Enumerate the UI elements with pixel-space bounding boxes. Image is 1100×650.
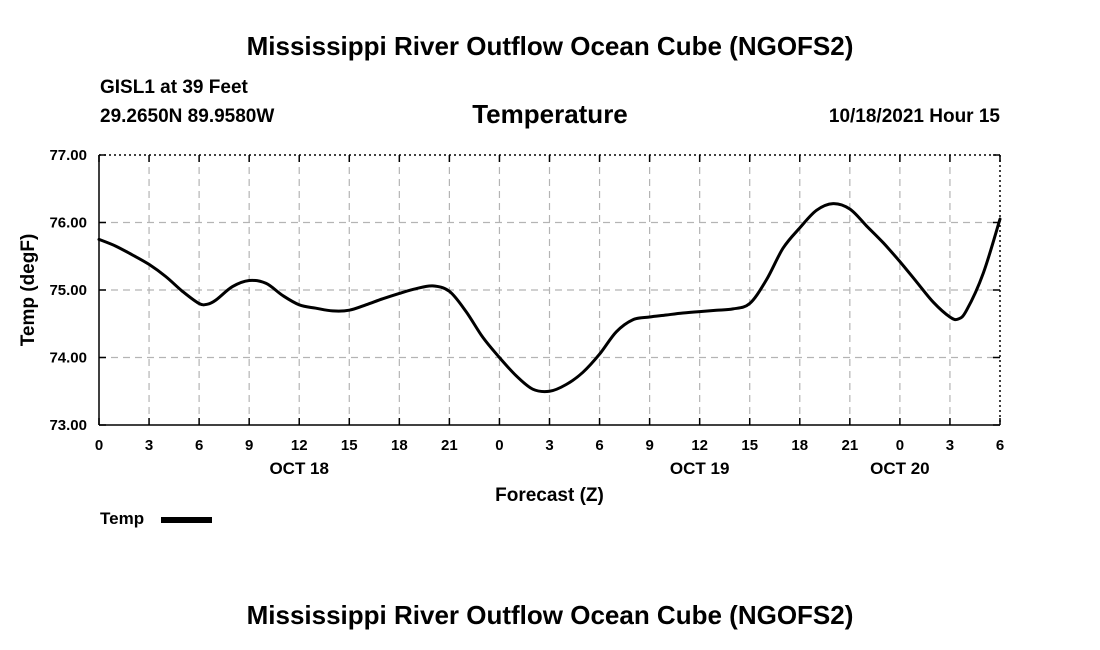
footer-title: Mississippi River Outflow Ocean Cube (NG…: [246, 600, 854, 630]
x-date-label: OCT 19: [670, 459, 730, 478]
temperature-series-line: [97, 202, 1002, 394]
y-tick-label: 74.00: [49, 350, 87, 367]
x-tick-label: 18: [391, 437, 408, 454]
chart-title: Temperature: [472, 99, 628, 129]
x-tick-label: 0: [495, 437, 503, 454]
x-tick-label: 21: [441, 437, 458, 454]
x-tick-label: 15: [741, 437, 758, 454]
x-tick-label: 0: [95, 437, 103, 454]
x-tick-label: 21: [841, 437, 858, 454]
x-tick-label: 6: [595, 437, 603, 454]
x-tick-label: 3: [545, 437, 553, 454]
station-label: GISL1 at 39 Feet: [100, 77, 248, 98]
x-date-label: OCT 20: [870, 459, 930, 478]
y-axis-title: Temp (degF): [18, 234, 39, 347]
page-title: Mississippi River Outflow Ocean Cube (NG…: [246, 31, 854, 61]
x-tick-label: 0: [896, 437, 904, 454]
x-tick-label: 12: [291, 437, 308, 454]
x-tick-label: 12: [691, 437, 708, 454]
x-date-label: OCT 18: [269, 459, 329, 478]
x-tick-label: 3: [946, 437, 954, 454]
x-tick-label: 3: [145, 437, 153, 454]
x-axis-title: Forecast (Z): [495, 485, 604, 506]
y-tick-label: 75.00: [49, 282, 87, 299]
x-tick-label: 15: [341, 437, 358, 454]
legend-line-swatch: [161, 517, 212, 523]
x-tick-label: 18: [791, 437, 808, 454]
legend-label: Temp: [100, 509, 145, 528]
y-tick-label: 77.00: [49, 147, 87, 164]
forecast-timestamp: 10/18/2021 Hour 15: [828, 106, 1000, 127]
x-tick-label: 9: [245, 437, 253, 454]
y-tick-label: 73.00: [49, 417, 87, 434]
x-tick-label: 6: [195, 437, 203, 454]
x-tick-label: 6: [996, 437, 1004, 454]
station-coordinates: 29.2650N 89.9580W: [100, 106, 275, 127]
x-tick-label: 9: [645, 437, 653, 454]
y-tick-label: 76.00: [49, 215, 87, 232]
